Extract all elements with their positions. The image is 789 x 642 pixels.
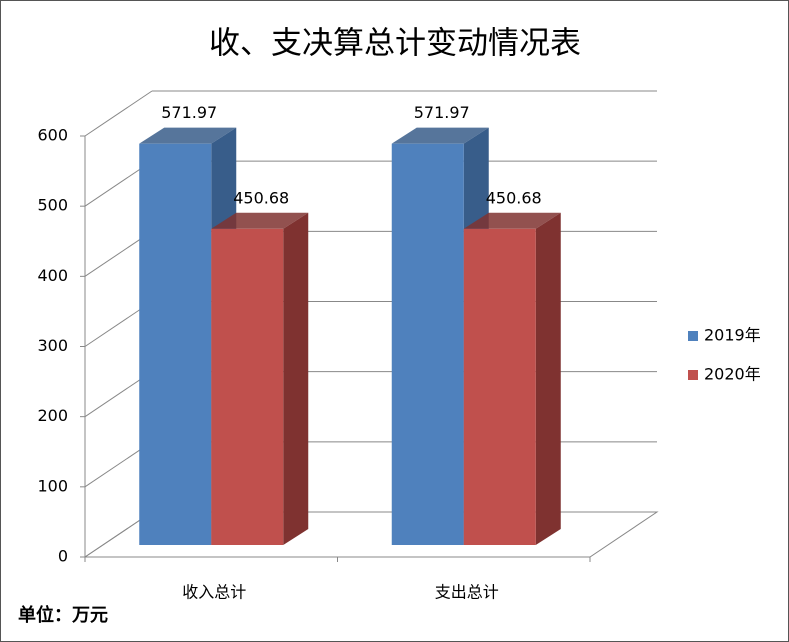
y-tick-label: 500 (37, 196, 68, 215)
legend-label: 2020年 (704, 365, 761, 384)
bar (139, 143, 212, 545)
y-tick-label: 300 (37, 336, 68, 355)
grid-line (84, 90, 153, 137)
bar-side (283, 212, 309, 545)
x-tick-label: 支出总计 (435, 583, 499, 602)
bar (391, 143, 464, 545)
unit-note: 单位：万元 (18, 604, 108, 626)
value-label: 450.68 (233, 188, 289, 207)
value-label: 450.68 (486, 188, 542, 207)
chart-title: 收、支决算总计变动情况表 (209, 26, 581, 62)
bar (211, 228, 284, 545)
bar (463, 228, 536, 545)
legend-swatch (688, 370, 698, 380)
y-tick-label: 400 (37, 266, 68, 285)
bar-top (463, 212, 561, 229)
y-tick-label: 0 (58, 547, 68, 566)
x-tick-label: 收入总计 (182, 583, 246, 602)
bar-top (391, 127, 489, 144)
y-tick-label: 600 (37, 126, 68, 145)
bar-side (535, 212, 561, 545)
value-label: 571.97 (161, 103, 217, 122)
legend-label: 2019年 (704, 326, 761, 345)
legend-swatch (688, 331, 698, 341)
y-tick-label: 200 (37, 406, 68, 425)
y-tick-label: 100 (37, 476, 68, 495)
bar-top (211, 212, 309, 229)
bar-top (139, 127, 237, 144)
value-label: 571.97 (414, 103, 470, 122)
